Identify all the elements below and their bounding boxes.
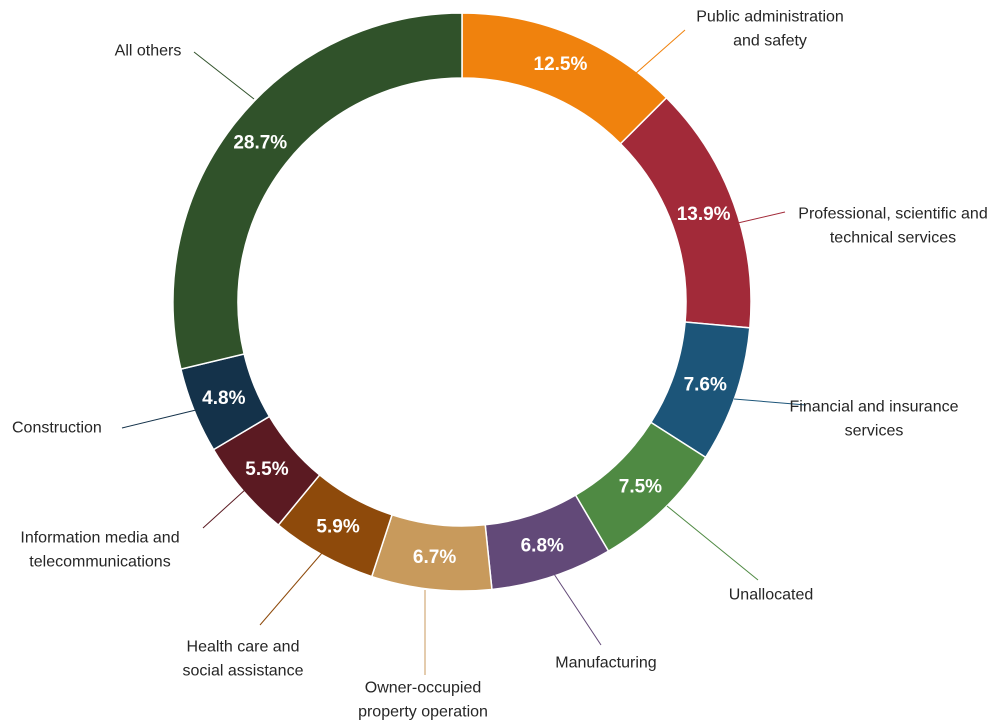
- category-label-professional-scientific-and-technical-services: Professional, scientific and technical se…: [798, 206, 987, 247]
- value-label-all-others: 28.7%: [233, 132, 287, 153]
- leader-line-health-care-and-social-assistance: [259, 552, 323, 626]
- value-label-financial-and-insurance-services: 7.6%: [684, 374, 727, 395]
- value-label-health-care-and-social-assistance: 5.9%: [316, 517, 359, 538]
- value-label-manufacturing: 6.8%: [521, 536, 564, 557]
- leader-line-financial-and-insurance-services: [733, 398, 807, 406]
- category-label-financial-and-insurance-services: Financial and insurance services: [790, 399, 959, 440]
- value-label-construction: 4.8%: [202, 388, 245, 409]
- leader-line-information-media-and-telecommunications: [202, 488, 247, 529]
- leader-line-all-others: [193, 51, 255, 100]
- category-label-construction: Construction: [12, 420, 102, 437]
- category-labels: Public administration and safety Professio…: [12, 9, 988, 721]
- category-label-information-media-and-telecommunications: Information media and telecommunications: [20, 530, 179, 571]
- leader-lines: [121, 29, 807, 675]
- leader-line-unallocated: [666, 505, 759, 581]
- value-label-public-administration-and-safety: 12.5%: [534, 54, 588, 75]
- category-label-public-administration-and-safety: Public administration and safety: [696, 9, 844, 50]
- donut-slices: [172, 12, 752, 592]
- leader-line-construction: [121, 409, 197, 429]
- value-label-owner-occupied-property-operation: 6.7%: [413, 547, 456, 568]
- category-label-unallocated: Unallocated: [729, 587, 814, 604]
- leader-line-manufacturing: [553, 573, 602, 646]
- category-label-health-care-and-social-assistance: Health care and social assistance: [183, 639, 304, 680]
- value-label-unallocated: 7.5%: [619, 476, 662, 497]
- category-label-all-others: All others: [115, 43, 182, 60]
- slice-public-administration-and-safety: [461, 12, 668, 145]
- category-label-manufacturing: Manufacturing: [555, 655, 656, 672]
- value-label-information-media-and-telecommunications: 5.5%: [245, 459, 288, 480]
- slice-all-others: [172, 12, 463, 370]
- leader-line-professional-scientific-and-technical-services: [724, 211, 786, 227]
- category-label-owner-occupied-property-operation: Owner-occupied property operation: [358, 680, 488, 721]
- value-label-professional-scientific-and-technical-services: 13.9%: [677, 204, 731, 225]
- value-labels: 12.5% 13.9% 7.6% 7.5% 6.8% 6.7% 5.9% 5.5% 4.8% 28…: [202, 54, 731, 568]
- leader-line-public-administration-and-safety: [625, 29, 686, 83]
